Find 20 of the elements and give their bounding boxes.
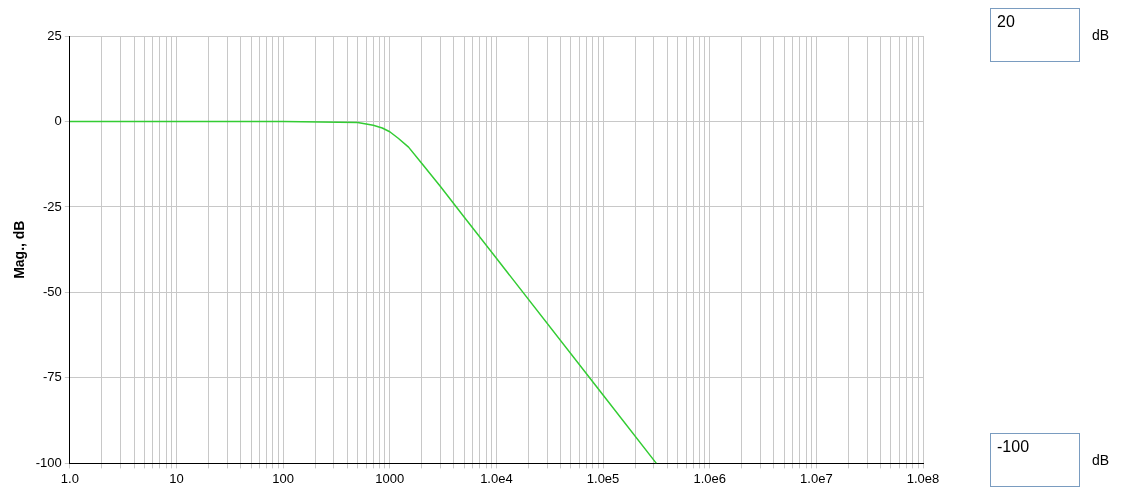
y-tick-label: -50 [43,284,62,300]
y-tick-label: -25 [43,198,62,214]
x-tick-label: 1000 [375,470,405,486]
x-tick-label: 1.0e6 [693,470,726,486]
text: dB [1092,452,1110,468]
x-tick-label: 1.0 [60,470,79,486]
x-tick-label: 1.0e5 [586,470,620,486]
y-tick-label: -100 [35,454,62,470]
text: dB [1092,27,1110,43]
y-tick-label: -75 [43,369,62,385]
y-axis-title: Mag., dB [11,220,28,279]
x-tick-label: 1.0e7 [800,470,833,486]
y-tick-label: 25 [47,27,62,43]
y-tick-label: 0 [54,113,62,129]
text-field: 20 [990,8,1080,62]
x-tick-label: 10 [169,470,184,486]
x-tick-label: 100 [272,470,294,486]
text-field: -100 [990,433,1080,487]
x-tick-label: 1.0e8 [906,470,940,486]
x-tick-label: 1.0e4 [480,470,513,486]
